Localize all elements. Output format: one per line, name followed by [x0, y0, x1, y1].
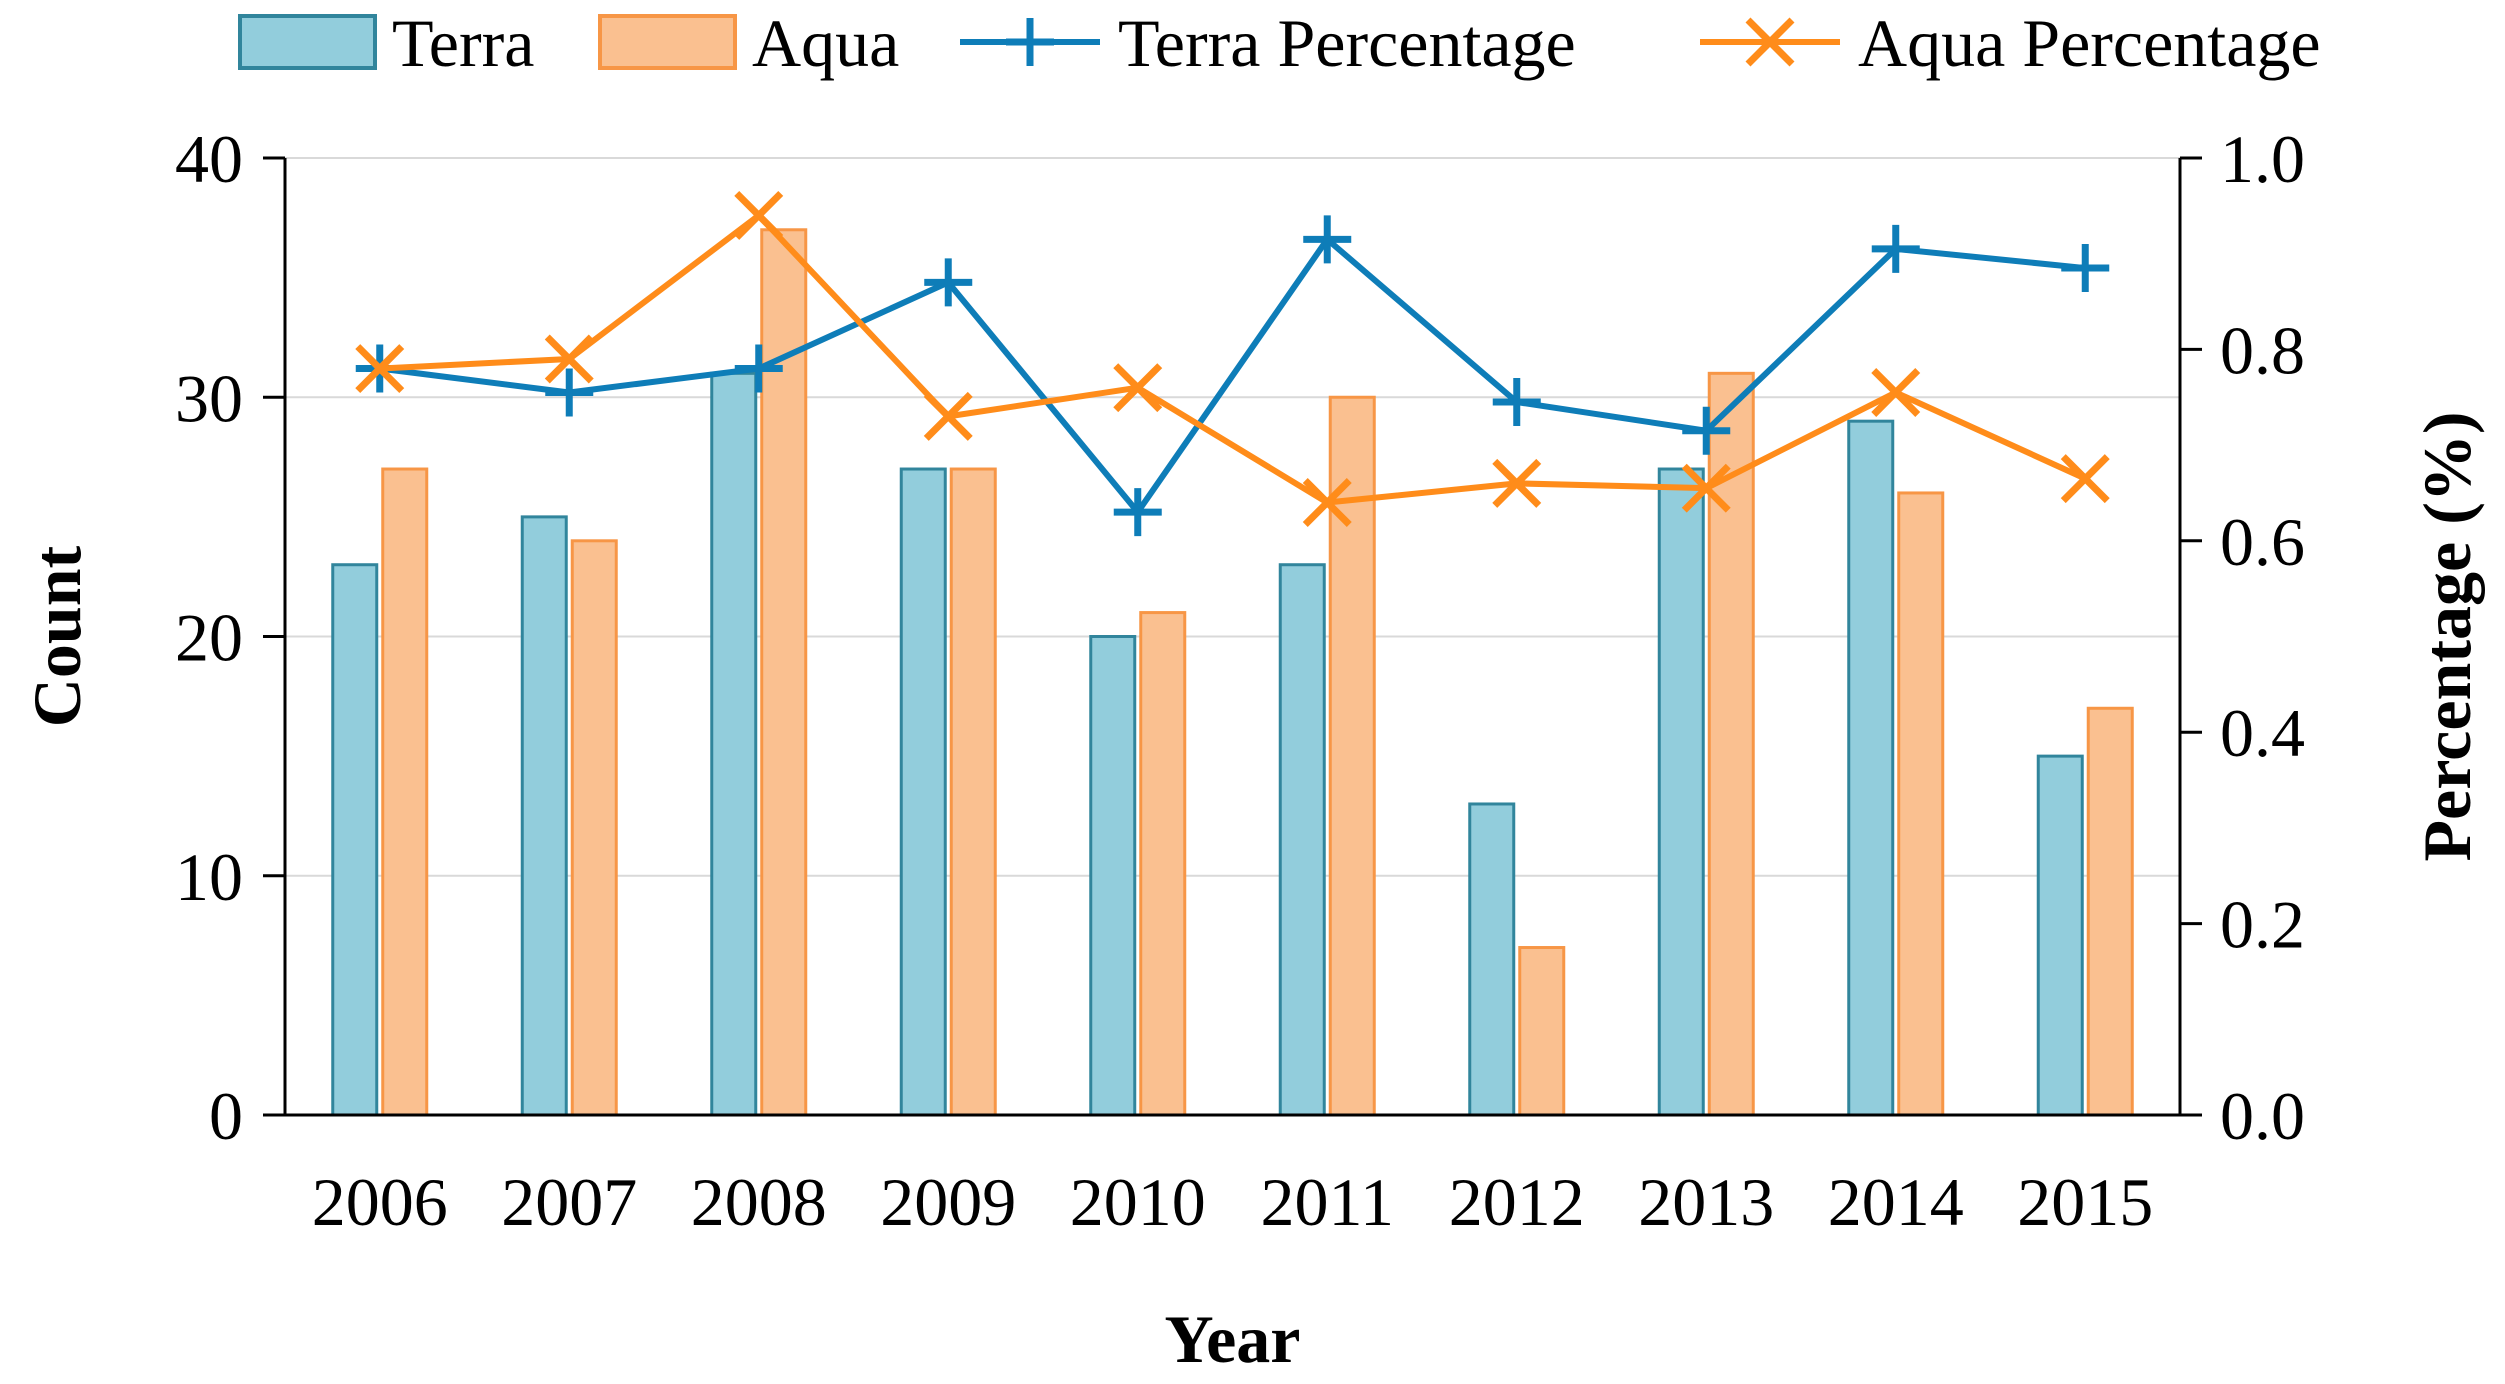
marker-terra-percentage-2014 [1871, 224, 1920, 273]
marker-terra-percentage-2010 [1113, 488, 1162, 537]
x-axis-title: Year [1165, 1301, 1301, 1377]
y2-axis-title: Percentage (%) [2409, 412, 2485, 862]
legend: Terra Aqua Terra Percentage Aqua Percentage [238, 5, 2321, 81]
marker-aqua-percentage-2006 [355, 344, 405, 394]
bar-aqua-2006 [381, 467, 429, 1117]
marker-aqua-percentage-2012 [1492, 458, 1542, 508]
marker-terra-percentage-2012 [1492, 378, 1541, 427]
bar-terra-2007 [520, 515, 568, 1117]
bar-terra-2011 [1278, 563, 1326, 1117]
y2-tick-label: 1.0 [2220, 121, 2305, 197]
y2-tick-label: 0.4 [2220, 695, 2305, 771]
bar-terra-2015 [2036, 754, 2084, 1117]
legend-item-terra: Terra [238, 5, 534, 81]
legend-item-terra-percentage: Terra Percentage [960, 5, 1576, 81]
y2-tick-label: 0.8 [2220, 312, 2305, 388]
y-tick-label: 20 [175, 600, 243, 676]
marker-terra-percentage-2015 [2061, 244, 2110, 293]
bar-aqua-2015 [2086, 706, 2134, 1117]
x-tick-label: 2010 [1070, 1164, 1206, 1240]
bar-aqua-2014 [1897, 491, 1945, 1117]
x-tick-label: 2007 [501, 1164, 637, 1240]
y-tick-label: 10 [175, 839, 243, 915]
bar-terra-2009 [899, 467, 947, 1117]
marker-terra-percentage-2013 [1682, 406, 1731, 455]
marker-aqua-percentage-2011 [1302, 478, 1352, 527]
y2-tick-label: 0.6 [2220, 504, 2305, 580]
legend-label: Aqua Percentage [1858, 5, 2321, 81]
axis-titles: Year Count Percentage (%) [19, 412, 2485, 1377]
marker-aqua-percentage-2009 [923, 391, 973, 441]
legend-label: Terra Percentage [1118, 5, 1576, 81]
marker-terra-percentage-2008 [734, 344, 783, 393]
legend-label: Aqua [752, 5, 899, 81]
bar-aqua-2010 [1139, 611, 1187, 1117]
x-tick-label: 2009 [880, 1164, 1016, 1240]
percentage-lines [355, 190, 2110, 537]
x-tick-label: 2014 [1828, 1164, 1964, 1240]
bar-terra-2010 [1089, 635, 1137, 1117]
legend-swatch [598, 14, 737, 70]
legend-label: Terra [392, 5, 534, 81]
marker-aqua-percentage-2008 [734, 190, 784, 240]
bar-terra-2013 [1657, 467, 1705, 1117]
legend-item-aqua: Aqua [598, 5, 899, 81]
x-tick-label: 2012 [1449, 1164, 1585, 1240]
y2-tick-label: 0.0 [2220, 1078, 2305, 1154]
x-tick-label: 2008 [691, 1164, 827, 1240]
y-tick-label: 30 [175, 360, 243, 436]
legend-marker [1006, 18, 1054, 66]
marker-terra-percentage-2007 [545, 368, 594, 417]
x-tick-label: 2006 [312, 1164, 448, 1240]
bar-aqua-2008 [760, 228, 808, 1117]
bars [331, 228, 2134, 1117]
x-tick-label: 2011 [1261, 1164, 1394, 1240]
y-axis-title: Count [19, 545, 95, 727]
x-tick-label: 2015 [2017, 1164, 2153, 1240]
marker-terra-percentage-2011 [1303, 215, 1352, 264]
tick-labels: 0 10 20 30 40 0.0 0.2 0.4 0.6 0.8 1.0 2006 2007 2008 2… [175, 121, 2305, 1240]
bar-terra-2012 [1468, 802, 1516, 1117]
marker-terra-percentage-2009 [924, 258, 973, 307]
legend-marker [1745, 17, 1795, 67]
line-terra-percentage [379, 236, 2086, 516]
x-tick-label: 2013 [1638, 1164, 1774, 1240]
y-tick-label: 0 [209, 1078, 243, 1154]
bar-aqua-2012 [1518, 946, 1566, 1117]
bar-terra-2006 [331, 563, 379, 1117]
marker-aqua-percentage-2014 [1871, 367, 1921, 417]
bar-aqua-2009 [949, 467, 997, 1117]
legend-item-aqua-percentage: Aqua Percentage [1700, 5, 2321, 81]
marker-aqua-percentage-2007 [544, 334, 594, 384]
bar-terra-2008 [710, 371, 758, 1117]
bar-aqua-2007 [570, 539, 618, 1117]
marker-aqua-percentage-2010 [1113, 363, 1163, 413]
marker-aqua-percentage-2015 [2060, 454, 2110, 504]
line-aqua-percentage [379, 212, 2087, 506]
y2-tick-label: 0.2 [2220, 887, 2305, 963]
axes [263, 156, 2202, 1117]
bar-terra-2014 [1847, 419, 1895, 1117]
legend-swatch [238, 14, 377, 70]
y-tick-label: 40 [175, 121, 243, 197]
bar-aqua-2011 [1328, 395, 1376, 1117]
marker-aqua-percentage-2013 [1681, 463, 1731, 513]
